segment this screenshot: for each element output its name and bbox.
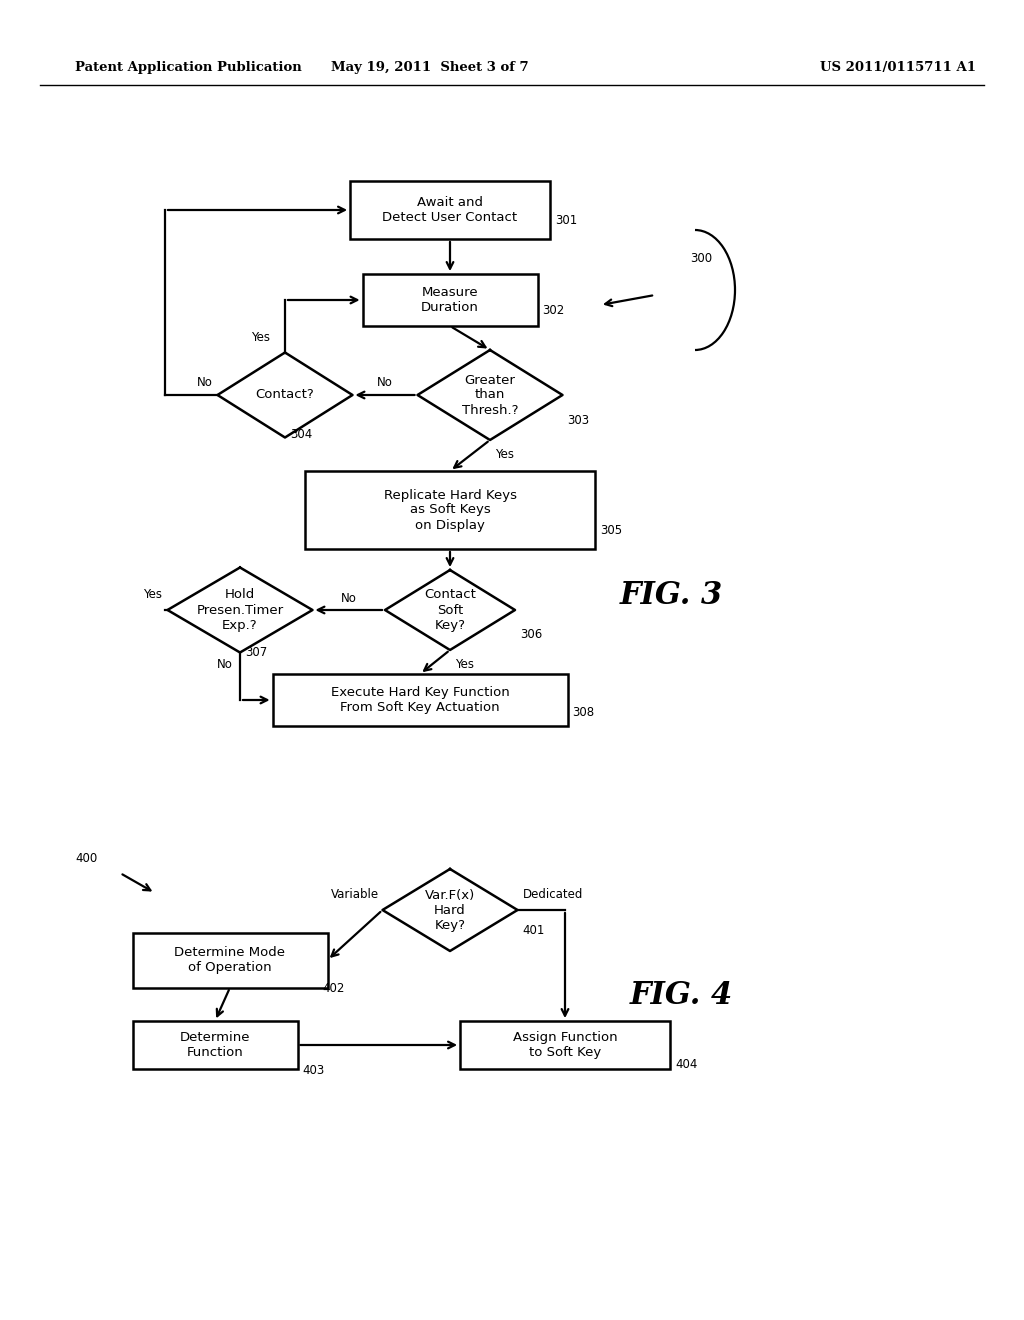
Text: Replicate Hard Keys
as Soft Keys
on Display: Replicate Hard Keys as Soft Keys on Disp… bbox=[384, 488, 516, 532]
Text: May 19, 2011  Sheet 3 of 7: May 19, 2011 Sheet 3 of 7 bbox=[331, 62, 528, 74]
Text: 401: 401 bbox=[522, 924, 545, 936]
Text: Variable: Variable bbox=[331, 888, 379, 902]
Text: No: No bbox=[217, 657, 232, 671]
Text: 308: 308 bbox=[572, 705, 595, 718]
Text: 301: 301 bbox=[555, 214, 578, 227]
Text: 300: 300 bbox=[690, 252, 712, 264]
Text: Assign Function
to Soft Key: Assign Function to Soft Key bbox=[513, 1031, 617, 1059]
Text: Determine Mode
of Operation: Determine Mode of Operation bbox=[174, 946, 286, 974]
Bar bbox=[272, 675, 567, 726]
Text: Hold
Presen.Timer
Exp.?: Hold Presen.Timer Exp.? bbox=[197, 589, 284, 631]
Text: Await and
Detect User Contact: Await and Detect User Contact bbox=[382, 195, 517, 224]
Text: 305: 305 bbox=[600, 524, 623, 536]
Text: Dedicated: Dedicated bbox=[522, 888, 583, 902]
Text: US 2011/0115711 A1: US 2011/0115711 A1 bbox=[820, 62, 976, 74]
Text: Greater
than
Thresh.?: Greater than Thresh.? bbox=[462, 374, 518, 417]
Bar bbox=[362, 275, 538, 326]
Text: Measure
Duration: Measure Duration bbox=[421, 286, 479, 314]
Text: Contact?: Contact? bbox=[256, 388, 314, 401]
Text: 403: 403 bbox=[302, 1064, 325, 1077]
Bar bbox=[350, 181, 550, 239]
Text: 304: 304 bbox=[290, 429, 312, 441]
Text: No: No bbox=[377, 376, 393, 389]
FancyArrowPatch shape bbox=[123, 874, 151, 891]
Text: No: No bbox=[197, 376, 213, 389]
Text: No: No bbox=[341, 591, 356, 605]
Text: 402: 402 bbox=[323, 982, 345, 994]
Text: Contact
Soft
Key?: Contact Soft Key? bbox=[424, 589, 476, 631]
Text: 404: 404 bbox=[675, 1059, 697, 1072]
Text: 400: 400 bbox=[75, 851, 97, 865]
Text: Determine
Function: Determine Function bbox=[180, 1031, 250, 1059]
Bar bbox=[305, 471, 595, 549]
Text: Patent Application Publication: Patent Application Publication bbox=[75, 62, 302, 74]
Text: FIG. 4: FIG. 4 bbox=[630, 979, 733, 1011]
Bar bbox=[460, 1020, 670, 1069]
Text: 303: 303 bbox=[567, 413, 590, 426]
Text: 302: 302 bbox=[543, 304, 565, 317]
Bar bbox=[132, 1020, 298, 1069]
Text: Yes: Yes bbox=[251, 331, 270, 345]
Text: FIG. 3: FIG. 3 bbox=[620, 579, 723, 610]
Text: Var.F(x)
Hard
Key?: Var.F(x) Hard Key? bbox=[425, 888, 475, 932]
Text: 306: 306 bbox=[520, 628, 543, 642]
Text: Execute Hard Key Function
From Soft Key Actuation: Execute Hard Key Function From Soft Key … bbox=[331, 686, 509, 714]
Text: 307: 307 bbox=[245, 645, 267, 659]
Bar bbox=[132, 932, 328, 987]
Text: Yes: Yes bbox=[495, 449, 514, 462]
Text: Yes: Yes bbox=[143, 589, 163, 602]
Text: Yes: Yes bbox=[455, 659, 474, 672]
